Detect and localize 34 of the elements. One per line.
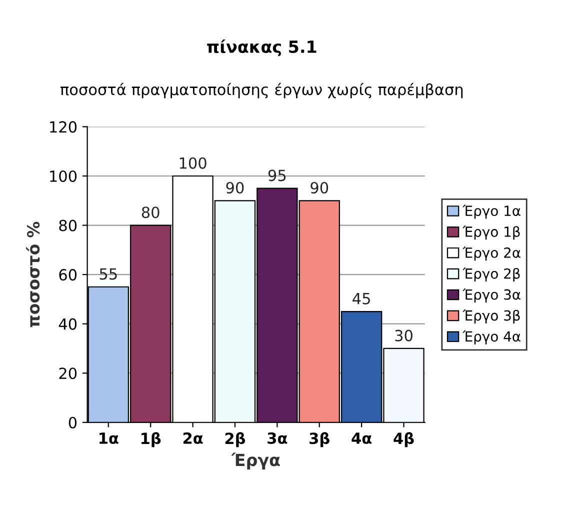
y-tick-label: 40 bbox=[58, 318, 77, 330]
data-label: 80 bbox=[142, 206, 160, 218]
x-tick-label: 2α bbox=[183, 432, 203, 444]
y-tick-label: 20 bbox=[59, 368, 77, 380]
data-label: 45 bbox=[352, 293, 370, 304]
chart-subtitle: ποσοστά πραγματοποίησης έργων χωρίς παρέμβαση bbox=[60, 82, 463, 98]
legend-label: Έργο 2α bbox=[462, 246, 520, 261]
y-tick-label: 100 bbox=[50, 170, 77, 182]
y-tick-label: 60 bbox=[59, 269, 77, 281]
data-label: 90 bbox=[310, 182, 328, 194]
chart-title: πίνακας 5.1 bbox=[207, 39, 316, 56]
x-tick-label: 4α bbox=[352, 432, 372, 444]
legend-label: Έργο 3β bbox=[462, 309, 520, 324]
legend-label: Έργο 1β bbox=[462, 226, 520, 240]
y-tick-label: 0 bbox=[68, 416, 77, 428]
y-tick-label: 80 bbox=[59, 220, 77, 232]
data-label: 100 bbox=[180, 157, 206, 169]
x-tick-label: 1α bbox=[100, 432, 118, 444]
x-tick-label: 4β bbox=[394, 432, 414, 448]
data-label: 90 bbox=[226, 182, 244, 194]
legend-label: Έργο 2β bbox=[462, 268, 520, 282]
x-tick-label: 2β bbox=[225, 432, 246, 448]
legend-label: Έργο 1α bbox=[462, 204, 520, 219]
legend-label: Έργο 3α bbox=[462, 288, 520, 302]
x-tick-label: 3α bbox=[268, 432, 288, 444]
x-axis-title: Έργα bbox=[231, 452, 280, 470]
x-tick-label: 1β bbox=[142, 432, 161, 448]
data-label: 30 bbox=[395, 330, 412, 342]
legend-label: Έργο 4α bbox=[462, 330, 520, 344]
data-label: 55 bbox=[100, 268, 117, 280]
data-label: 95 bbox=[268, 170, 286, 182]
x-tick-label: 3β bbox=[310, 432, 330, 448]
y-axis-title: ποσοστό % bbox=[26, 222, 40, 328]
y-tick-label: 120 bbox=[50, 121, 77, 133]
